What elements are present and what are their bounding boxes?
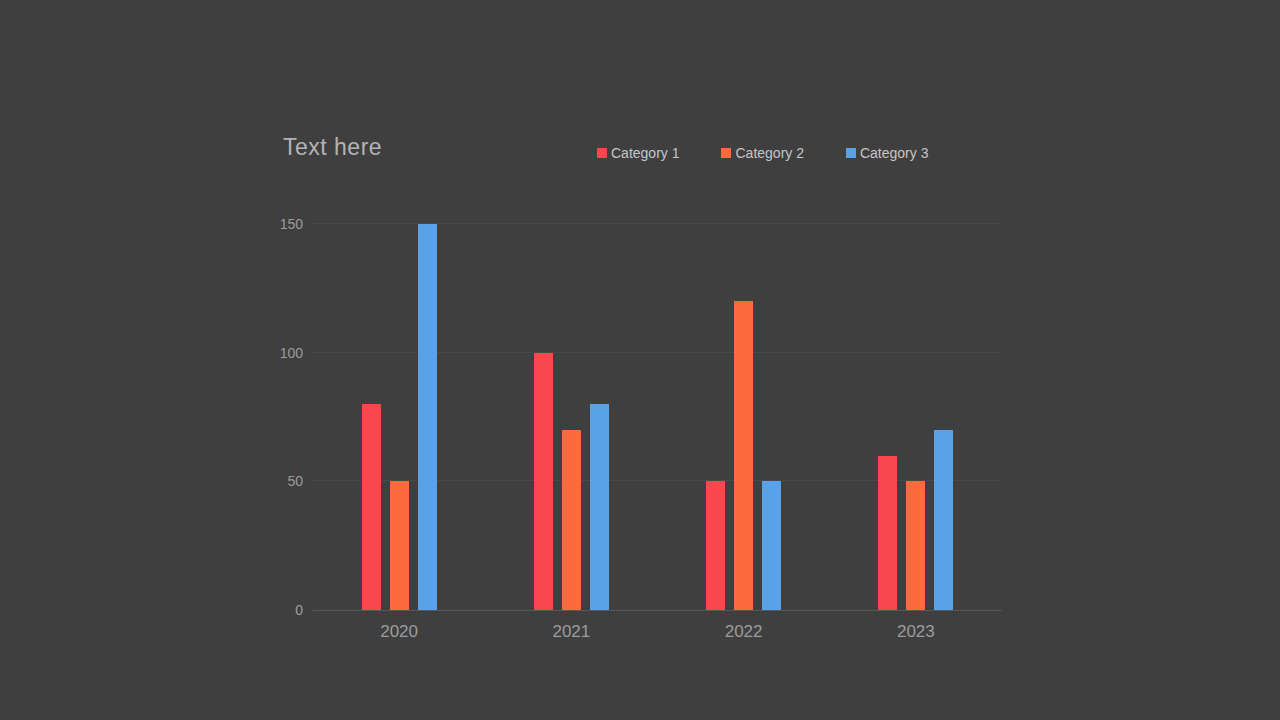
category-slot bbox=[658, 224, 830, 610]
legend-swatch-icon bbox=[597, 148, 607, 158]
bar-chart: 050100150 2020202120222023 bbox=[313, 224, 1002, 611]
bar-group bbox=[878, 224, 953, 610]
bar bbox=[590, 404, 609, 610]
legend-item-label: Category 1 bbox=[611, 145, 679, 161]
bar bbox=[906, 481, 925, 610]
legend-item: Category 2 bbox=[721, 145, 803, 161]
y-tick-label: 0 bbox=[253, 601, 303, 619]
x-tick-label: 2022 bbox=[658, 622, 830, 642]
y-tick-label: 50 bbox=[253, 472, 303, 490]
bar-slots bbox=[313, 224, 1002, 610]
legend-swatch-icon bbox=[721, 148, 731, 158]
bar-group bbox=[706, 224, 781, 610]
bar bbox=[878, 456, 897, 610]
bar bbox=[362, 404, 381, 610]
bar bbox=[934, 430, 953, 610]
legend-swatch-icon bbox=[846, 148, 856, 158]
bar bbox=[534, 353, 553, 610]
x-tick-label: 2020 bbox=[313, 622, 485, 642]
x-tick-label: 2021 bbox=[485, 622, 657, 642]
category-slot bbox=[485, 224, 657, 610]
chart-legend: Category 1 Category 2 Category 3 bbox=[597, 145, 928, 161]
chart-title: Text here bbox=[283, 134, 382, 161]
x-tick-label: 2023 bbox=[830, 622, 1002, 642]
bar bbox=[418, 224, 437, 610]
category-slot bbox=[313, 224, 485, 610]
legend-item-label: Category 2 bbox=[735, 145, 803, 161]
bar bbox=[562, 430, 581, 610]
bar bbox=[762, 481, 781, 610]
bar bbox=[390, 481, 409, 610]
legend-item: Category 1 bbox=[597, 145, 679, 161]
x-axis: 2020202120222023 bbox=[313, 622, 1002, 642]
legend-item-label: Category 3 bbox=[860, 145, 928, 161]
plot-area: 050100150 bbox=[313, 224, 1002, 611]
category-slot bbox=[830, 224, 1002, 610]
bar bbox=[734, 301, 753, 610]
y-tick-label: 150 bbox=[253, 215, 303, 233]
bar bbox=[706, 481, 725, 610]
bar-group bbox=[534, 224, 609, 610]
legend-item: Category 3 bbox=[846, 145, 928, 161]
bar-group bbox=[362, 224, 437, 610]
slide-canvas: Text here Category 1 Category 2 Category 3… bbox=[0, 0, 1280, 720]
y-tick-label: 100 bbox=[253, 344, 303, 362]
